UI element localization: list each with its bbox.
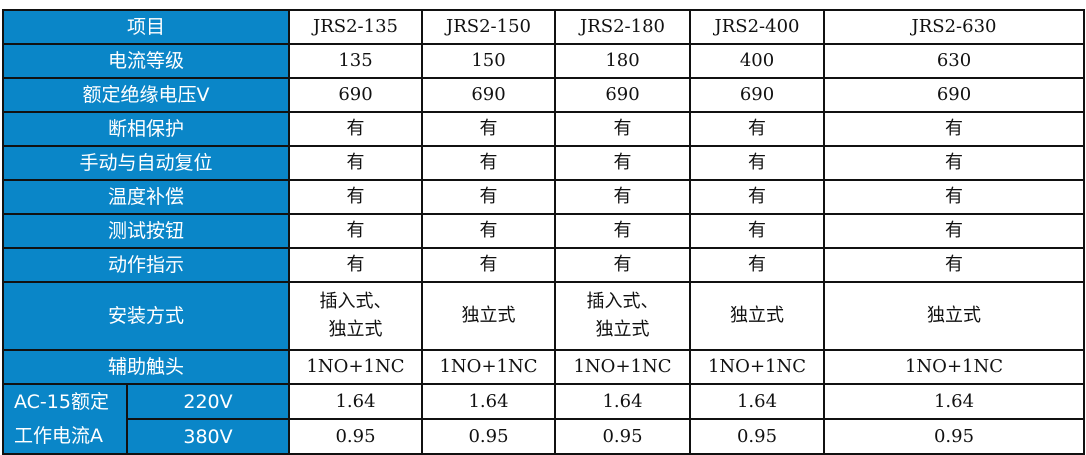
row-value: 1NO+1NC [288, 349, 423, 385]
row-value: 独立式 [823, 281, 1085, 351]
row-value: 有 [288, 145, 423, 181]
row-value: 有 [554, 179, 691, 215]
table-row: 辅助触头 1NO+1NC 1NO+1NC 1NO+1NC 1NO+1NC 1NO+1NC [2, 349, 1085, 385]
row-value: 有 [554, 145, 691, 181]
voltage-label: 220V [126, 383, 290, 420]
header-row: 项目 JRS2-135 JRS2-150 JRS2-180 JRS2-400 JRS2-6… [2, 9, 1085, 45]
row-value: 有 [288, 213, 423, 249]
row-value: 1.64 [421, 383, 556, 420]
table-row: 动作指示有有有有有 [2, 247, 1085, 283]
model-header: JRS2-135 [288, 9, 423, 45]
row-value: 有 [421, 179, 556, 215]
row-value: 690 [288, 77, 423, 113]
row-value: 1.64 [823, 383, 1085, 420]
row-value: 1.64 [689, 383, 825, 420]
model-header: JRS2-630 [823, 9, 1085, 45]
row-value: 有 [689, 179, 825, 215]
row-value: 180 [554, 43, 691, 79]
row-value: 有 [823, 179, 1085, 215]
table-row: 额定绝缘电压V 690 690 690 690 690 [2, 77, 1085, 113]
row-value: 690 [823, 77, 1085, 113]
row-value: 400 [689, 43, 825, 79]
row-label: 测试按钮 [2, 213, 290, 249]
row-label: 动作指示 [2, 247, 290, 283]
row-value: 1.64 [554, 383, 691, 420]
row-value: 0.95 [421, 418, 556, 455]
row-value: 独立式 [421, 281, 556, 351]
model-header: JRS2-150 [421, 9, 556, 45]
row-value: 有 [689, 111, 825, 147]
ac15-label: AC-15额定工作电流A [2, 383, 128, 455]
row-value: 1NO+1NC [689, 349, 825, 385]
row-value: 690 [689, 77, 825, 113]
table-row: 温度补偿有有有有有 [2, 179, 1085, 215]
row-label: 安装方式 [2, 281, 290, 351]
row-value: 0.95 [288, 418, 423, 455]
row-label: 温度补偿 [2, 179, 290, 215]
row-value: 有 [421, 111, 556, 147]
row-value: 有 [421, 213, 556, 249]
row-value: 有 [823, 111, 1085, 147]
row-label: 手动与自动复位 [2, 145, 290, 181]
row-value: 独立式 [689, 281, 825, 351]
row-value: 1.64 [288, 383, 423, 420]
row-value: 有 [288, 179, 423, 215]
row-value: 有 [288, 247, 423, 283]
row-value: 1NO+1NC [554, 349, 691, 385]
row-value: 有 [689, 145, 825, 181]
table-row: 电流等级 135 150 180 400 630 [2, 43, 1085, 79]
row-value: 有 [689, 213, 825, 249]
table-row: AC-15额定工作电流A 220V 1.64 1.64 1.64 1.64 1.64 [2, 383, 1085, 455]
row-value: 135 [288, 43, 423, 79]
row-value: 150 [421, 43, 556, 79]
row-value: 630 [823, 43, 1085, 79]
row-value: 有 [554, 247, 691, 283]
row-value: 插入式、 独立式 [288, 281, 423, 351]
row-value: 插入式、 独立式 [554, 281, 691, 351]
row-value: 有 [421, 247, 556, 283]
row-value: 有 [288, 111, 423, 147]
row-value: 0.95 [823, 418, 1085, 455]
table-row: 断相保护有有有有有 [2, 111, 1085, 147]
row-value: 有 [554, 111, 691, 147]
row-value: 有 [823, 213, 1085, 249]
voltage-label: 380V [126, 418, 290, 455]
table-row: 安装方式 插入式、 独立式 独立式 插入式、 独立式 独立式 独立式 [2, 281, 1085, 351]
row-label: 辅助触头 [2, 349, 290, 385]
model-header: JRS2-400 [689, 9, 825, 45]
row-value: 690 [421, 77, 556, 113]
header-label: 项目 [2, 9, 290, 45]
row-value: 690 [554, 77, 691, 113]
row-value: 有 [823, 247, 1085, 283]
table-row: 380V 0.95 0.95 0.95 0.95 0.95 [3, 418, 1085, 455]
table-row: 手动与自动复位有有有有有 [2, 145, 1085, 181]
model-header: JRS2-180 [554, 9, 691, 45]
table-row: 测试按钮有有有有有 [2, 213, 1085, 249]
row-value: 1NO+1NC [823, 349, 1085, 385]
row-label: 断相保护 [2, 111, 290, 147]
row-value: 有 [554, 213, 691, 249]
row-value: 1NO+1NC [421, 349, 556, 385]
row-label: 电流等级 [2, 43, 290, 79]
row-value: 有 [421, 145, 556, 181]
row-label: 额定绝缘电压V [2, 77, 290, 113]
row-value: 0.95 [689, 418, 825, 455]
spec-table: 项目 JRS2-135 JRS2-150 JRS2-180 JRS2-400 JRS2-6… [2, 9, 1085, 455]
row-value: 0.95 [554, 418, 691, 455]
row-value: 有 [689, 247, 825, 283]
row-value: 有 [823, 145, 1085, 181]
